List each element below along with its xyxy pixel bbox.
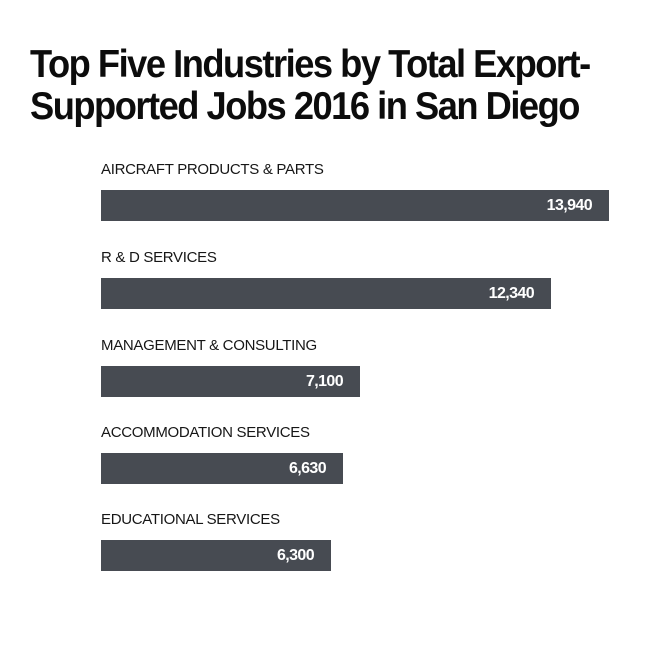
bar-management-consulting: 7,100 (101, 366, 360, 397)
data-label-accommodation-services: 6,630 (288, 460, 327, 477)
category-label-accommodation-services: ACCOMMODATION SERVICES (101, 424, 310, 441)
bar-row-accommodation-services: ACCOMMODATION SERVICES 6,630 (101, 424, 661, 504)
bar-r-d-services: 12,340 (101, 278, 551, 309)
bar-row-aircraft-products-parts: AIRCRAFT PRODUCTS & PARTS 13,940 (101, 161, 661, 241)
bar-row-educational-services: EDUCATIONAL SERVICES 6,300 (101, 511, 661, 591)
bar-row-r-d-services: R & D SERVICES 12,340 (101, 249, 661, 329)
data-label-aircraft-products-parts: 13,940 (546, 197, 593, 214)
category-label-management-consulting: MANAGEMENT & CONSULTING (101, 337, 317, 354)
data-label-r-d-services: 12,340 (488, 285, 535, 302)
chart-title: Top Five Industries by Total Export-Supp… (30, 43, 591, 128)
category-label-aircraft-products-parts: AIRCRAFT PRODUCTS & PARTS (101, 161, 324, 178)
category-label-r-d-services: R & D SERVICES (101, 249, 217, 266)
data-label-educational-services: 6,300 (276, 547, 315, 564)
bar-educational-services: 6,300 (101, 540, 331, 571)
data-label-management-consulting: 7,100 (305, 373, 344, 390)
bar-row-management-consulting: MANAGEMENT & CONSULTING 7,100 (101, 337, 661, 417)
category-label-educational-services: EDUCATIONAL SERVICES (101, 511, 280, 528)
bar-accommodation-services: 6,630 (101, 453, 343, 484)
bar-aircraft-products-parts: 13,940 (101, 190, 609, 221)
